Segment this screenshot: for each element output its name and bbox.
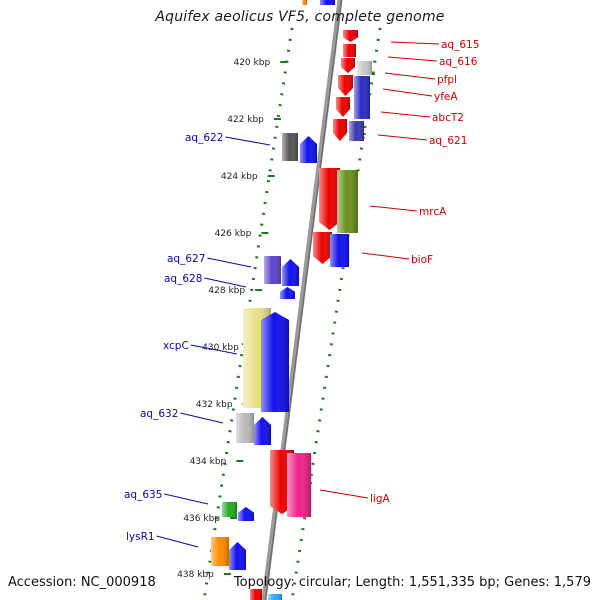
partial-gene-top: [302, 0, 307, 5]
leader-line-right: [319, 489, 369, 499]
leader-line-left: [225, 136, 271, 146]
gene-yfeA-purple: [354, 76, 370, 119]
partial-gene-bottom-red: [250, 589, 262, 600]
gene-label-right[interactable]: abcT2: [432, 112, 464, 124]
leader-line-left: [207, 257, 252, 268]
gene-mrcA-red: [319, 168, 340, 230]
leader-line-left: [190, 344, 238, 355]
gene-aq635-blue: [238, 507, 254, 521]
accession-text: Accession: NC_000918: [8, 575, 156, 590]
gene-pfpI-gray: [357, 61, 372, 75]
gene-label-right[interactable]: aq_621: [429, 135, 467, 147]
gene-label-left[interactable]: lysR1: [126, 531, 155, 543]
gene-label-right[interactable]: ligA: [370, 493, 390, 505]
map-title: Aquifex aeolicus VF5, complete genome: [155, 9, 445, 25]
gene-abcT2-red: [336, 97, 350, 117]
topology-text: Topology: circular; Length: 1,551,335 bp…: [233, 575, 591, 590]
gene-ligA-pink: [287, 453, 311, 517]
leader-line-right: [377, 134, 428, 141]
label-leaders: [156, 41, 440, 548]
gene-aq621-red: [333, 119, 347, 141]
gene-aq632-gray: [236, 413, 254, 443]
leader-line-right: [384, 72, 436, 80]
gene-label-left[interactable]: aq_627: [167, 253, 205, 265]
scale-tick-label: 436 kbp: [183, 514, 220, 524]
scale-ticks: 420 kbp 422 kbp 424 kbp 426 kbp 428 kbp 430 k…: [177, 58, 375, 580]
gene-label-left[interactable]: aq_628: [164, 273, 202, 285]
gene-aq628-blue: [280, 287, 295, 299]
leader-line-right: [382, 88, 433, 97]
scale-tick-label: 426 kbp: [215, 229, 252, 239]
leader-line-right: [390, 41, 440, 45]
leader-line-left: [156, 535, 199, 548]
gene-label-right[interactable]: yfeA: [434, 91, 458, 103]
scale-tick-label: 420 kbp: [233, 58, 270, 68]
gene-labels: aq_622 aq_627 aq_628 xcpC aq_632 aq_635 lysR1 a…: [124, 39, 479, 543]
gene-aq622-blue: [300, 136, 317, 163]
leader-line-left: [204, 277, 247, 288]
gene-xcpC-blue: [261, 312, 289, 412]
gene-label-right[interactable]: aq_615: [441, 39, 479, 51]
gene-lysR1-orange: [211, 537, 229, 566]
leader-line-right: [387, 56, 438, 62]
leader-line-right: [380, 111, 431, 118]
gene-aq621-purple: [349, 121, 364, 141]
scale-tick-label: 422 kbp: [227, 115, 264, 125]
gene-aq635-green: [222, 502, 237, 517]
scale-tick-label: 434 kbp: [190, 457, 227, 467]
gene-pfpI-red: [341, 58, 355, 73]
scale-tick-label: 424 kbp: [221, 172, 258, 182]
gene-aq627-purple: [264, 256, 281, 284]
gene-label-right[interactable]: bioF: [411, 254, 433, 266]
gene-label-left[interactable]: aq_632: [140, 408, 178, 420]
leader-line-right: [361, 252, 410, 260]
gene-label-left[interactable]: aq_622: [185, 132, 223, 144]
gene-bioF-red: [313, 232, 332, 264]
scale-tick-label: 438 kbp: [177, 570, 214, 580]
scale-tick-label: 432 kbp: [196, 400, 233, 410]
gene-lysR1-blue: [229, 542, 246, 570]
gene-aq632-blue: [254, 417, 271, 445]
gene-bioF-blue: [330, 234, 349, 267]
partial-gene-bottom-cyan: [268, 594, 282, 600]
scale-tick-label: 430 kbp: [202, 343, 239, 353]
partial-gene-top-blue: [320, 0, 335, 5]
gene-label-right[interactable]: mrcA: [419, 206, 447, 218]
gene-label-left[interactable]: xcpC: [163, 340, 189, 352]
gene-yfeA-red: [338, 75, 353, 96]
gene-aq615: [343, 30, 358, 42]
leader-line-left: [164, 493, 209, 505]
gene-features: [211, 0, 372, 600]
gene-aq622-gray: [282, 133, 298, 161]
gene-aq627-blue: [282, 259, 299, 286]
gene-label-left[interactable]: aq_635: [124, 489, 162, 501]
gene-label-right[interactable]: pfpI: [437, 74, 457, 86]
leader-line-left: [180, 412, 224, 424]
gene-label-right[interactable]: aq_616: [439, 56, 478, 68]
gene-mrcA-olive: [337, 170, 358, 233]
scale-tick-label: 428 kbp: [208, 286, 245, 296]
gene-aq616-block: [343, 44, 356, 57]
leader-line-right: [369, 205, 418, 212]
